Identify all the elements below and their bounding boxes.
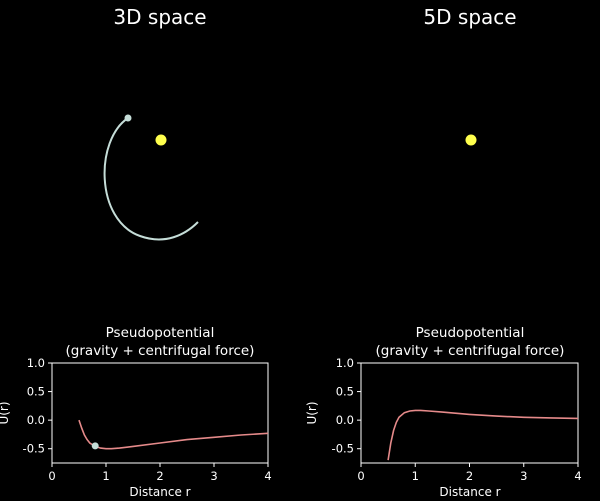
x-axis-label: Distance r	[129, 485, 190, 499]
x-tick-label: 0	[357, 469, 364, 483]
pseudopotential-chart-5d: Pseudopotential (gravity + centrifugal f…	[305, 325, 582, 499]
y-tick-label: 0.0	[336, 413, 354, 427]
x-tick-label: 3	[210, 469, 217, 483]
x-tick-label: 4	[264, 469, 271, 483]
y-tick-label: 0.5	[336, 385, 354, 399]
star-marker	[465, 134, 477, 146]
x-axis-label: Distance r	[439, 485, 500, 499]
orbit-scene-5d	[465, 134, 477, 146]
planet-marker	[124, 114, 132, 122]
y-tick-label: 0.5	[27, 385, 45, 399]
orbit-trail	[103, 117, 199, 241]
planet-position-marker	[91, 442, 99, 450]
y-tick-label: -0.5	[23, 442, 45, 456]
x-tick-label: 1	[412, 469, 419, 483]
x-tick-label: 2	[156, 469, 163, 483]
star-marker	[155, 134, 167, 146]
y-axis-label: U(r)	[305, 401, 319, 424]
panel-title-3d: 3D space	[113, 5, 206, 29]
pseudopotential-chart-3d: Pseudopotential (gravity + centrifugal f…	[0, 325, 272, 499]
y-tick-label: -0.5	[332, 442, 354, 456]
plot-frame	[51, 362, 269, 464]
x-tick-label: 0	[48, 469, 55, 483]
orbit-scene-3d	[103, 114, 199, 241]
chart-subtitle: (gravity + centrifugal force)	[66, 343, 255, 359]
chart-subtitle: (gravity + centrifugal force)	[376, 343, 565, 359]
panel-title-5d: 5D space	[423, 5, 516, 29]
y-tick-label: 1.0	[336, 356, 354, 370]
plot-frame	[360, 362, 579, 464]
y-axis-label: U(r)	[0, 401, 11, 424]
potential-curve	[387, 409, 579, 461]
x-tick-label: 4	[574, 469, 581, 483]
y-tick-label: 0.0	[27, 413, 45, 427]
x-tick-label: 1	[102, 469, 109, 483]
chart-title: Pseudopotential	[416, 325, 525, 341]
x-tick-label: 2	[466, 469, 473, 483]
y-tick-label: 1.0	[27, 356, 45, 370]
potential-curve	[78, 419, 269, 450]
chart-title: Pseudopotential	[106, 325, 215, 341]
x-tick-label: 3	[520, 469, 527, 483]
